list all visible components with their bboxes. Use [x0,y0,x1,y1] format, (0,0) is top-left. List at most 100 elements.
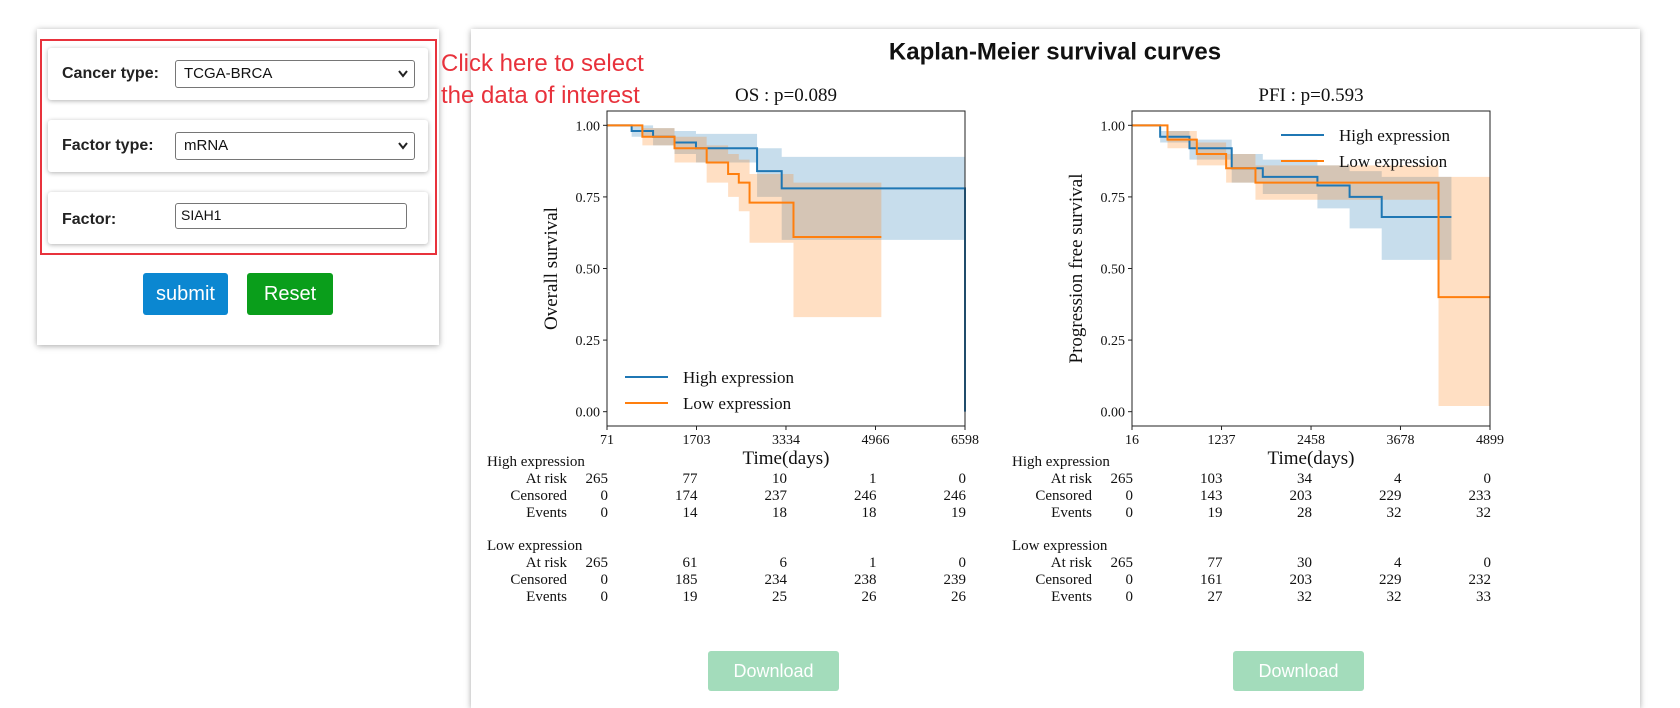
risk-group-label: High expression [487,454,585,470]
x-tick-label: 4899 [1476,433,1504,448]
risk-value: 239 [944,572,967,588]
risk-value: 27 [1208,589,1224,605]
risk-value: 26 [951,589,967,605]
risk-value: 0 [959,555,967,571]
y-tick-label: 0.50 [576,263,601,278]
download-button[interactable] [708,651,839,691]
risk-row-label: Censored [510,488,567,504]
x-axis-label: Time(days) [743,448,830,469]
confidence-band [607,125,882,318]
highlight-box [40,39,437,255]
risk-value: 0 [601,488,609,504]
download-button[interactable] [1233,651,1364,691]
risk-value: 26 [861,589,877,605]
risk-value: 0 [601,572,609,588]
confidence-band [1132,125,1452,260]
risk-value: 61 [683,555,698,571]
x-tick-label: 3678 [1386,433,1414,448]
field-card: Factor: SIAH1 [48,192,428,244]
risk-row-label: At risk [526,555,568,571]
legend-label: Low expression [683,394,792,413]
risk-value: 0 [959,471,967,487]
risk-value: 77 [683,471,699,487]
risk-value: 19 [683,589,698,605]
risk-value: 229 [1379,488,1402,504]
arrow [398,70,408,78]
risk-value: 0 [1126,505,1134,521]
y-tick-label: 0.25 [576,334,601,349]
risk-value: 0 [1126,572,1134,588]
risk-value: 25 [772,589,787,605]
risk-value: 203 [1290,572,1313,588]
risk-value: 229 [1379,572,1402,588]
risk-value: 0 [601,505,609,521]
select-value: TCGA-BRCA [184,65,273,82]
chart-title: OS : p=0.089 [735,85,837,106]
field-label: Factor: [62,211,117,228]
risk-value: 103 [1200,471,1223,487]
risk-value: 246 [854,488,877,504]
risk-value: 32 [1297,589,1312,605]
survival-line [1132,124,1490,299]
survival-line [1132,124,1452,218]
risk-value: 6 [779,555,787,571]
risk-value: 14 [683,505,699,521]
risk-value: 4 [1394,555,1402,571]
risk-value: 238 [854,572,877,588]
risk-value: 203 [1290,488,1313,504]
select[interactable]: TCGA-BRCA [175,60,415,88]
x-tick-label: 1237 [1208,433,1236,448]
field-label: Factor type: [62,137,154,154]
y-tick-label: 0.75 [1101,191,1126,206]
annotation: Click here to select [441,50,644,77]
y-tick-label: 0.00 [576,406,601,421]
risk-value: 143 [1200,488,1223,504]
select[interactable]: mRNA [175,132,415,160]
y-axis-label: Overall survival [541,207,562,330]
risk-row-label: At risk [526,471,568,487]
input-value: SIAH1 [181,207,222,223]
risk-value: 34 [1297,471,1313,487]
risk-value: 234 [764,572,787,588]
risk-value: 237 [764,488,787,504]
risk-value: 32 [1386,589,1401,605]
risk-row-label: Events [1051,505,1092,521]
risk-group-label: High expression [1012,454,1110,470]
arrow [398,142,408,150]
legend-label: High expression [683,368,794,387]
chart-title: PFI : p=0.593 [1258,85,1363,106]
risk-row-label: Censored [1035,572,1092,588]
risk-group-label: Low expression [487,538,583,554]
risk-row-label: At risk [1051,555,1093,571]
legend-label: Low expression [1339,152,1448,171]
survival-line [607,124,966,412]
download-label: Download [733,661,813,681]
risk-value: 0 [601,589,609,605]
risk-value: 246 [944,488,967,504]
y-tick-label: 0.75 [576,191,601,206]
y-tick-label: 0.25 [1101,334,1126,349]
risk-value: 4 [1394,471,1402,487]
risk-value: 265 [586,471,609,487]
y-axis-label: Progression free survival [1066,174,1087,364]
risk-row-label: Events [526,589,567,605]
x-axis-label: Time(days) [1268,448,1355,469]
reset-button[interactable]: Reset [247,273,333,315]
risk-value: 265 [1111,555,1134,571]
y-tick-label: 1.00 [1101,119,1126,134]
risk-value: 30 [1297,555,1312,571]
risk-value: 0 [1126,589,1134,605]
risk-value: 0 [1126,488,1134,504]
risk-row-label: At risk [1051,471,1093,487]
risk-group-label: Low expression [1012,538,1108,554]
text-input[interactable]: SIAH1 [175,203,407,229]
risk-value: 265 [586,555,609,571]
risk-value: 77 [1208,555,1224,571]
submit-button[interactable]: submit [143,273,228,315]
risk-value: 185 [675,572,698,588]
x-tick-label: 1703 [683,433,711,448]
risk-value: 161 [1200,572,1223,588]
x-tick-label: 16 [1125,433,1139,448]
risk-value: 174 [675,488,698,504]
